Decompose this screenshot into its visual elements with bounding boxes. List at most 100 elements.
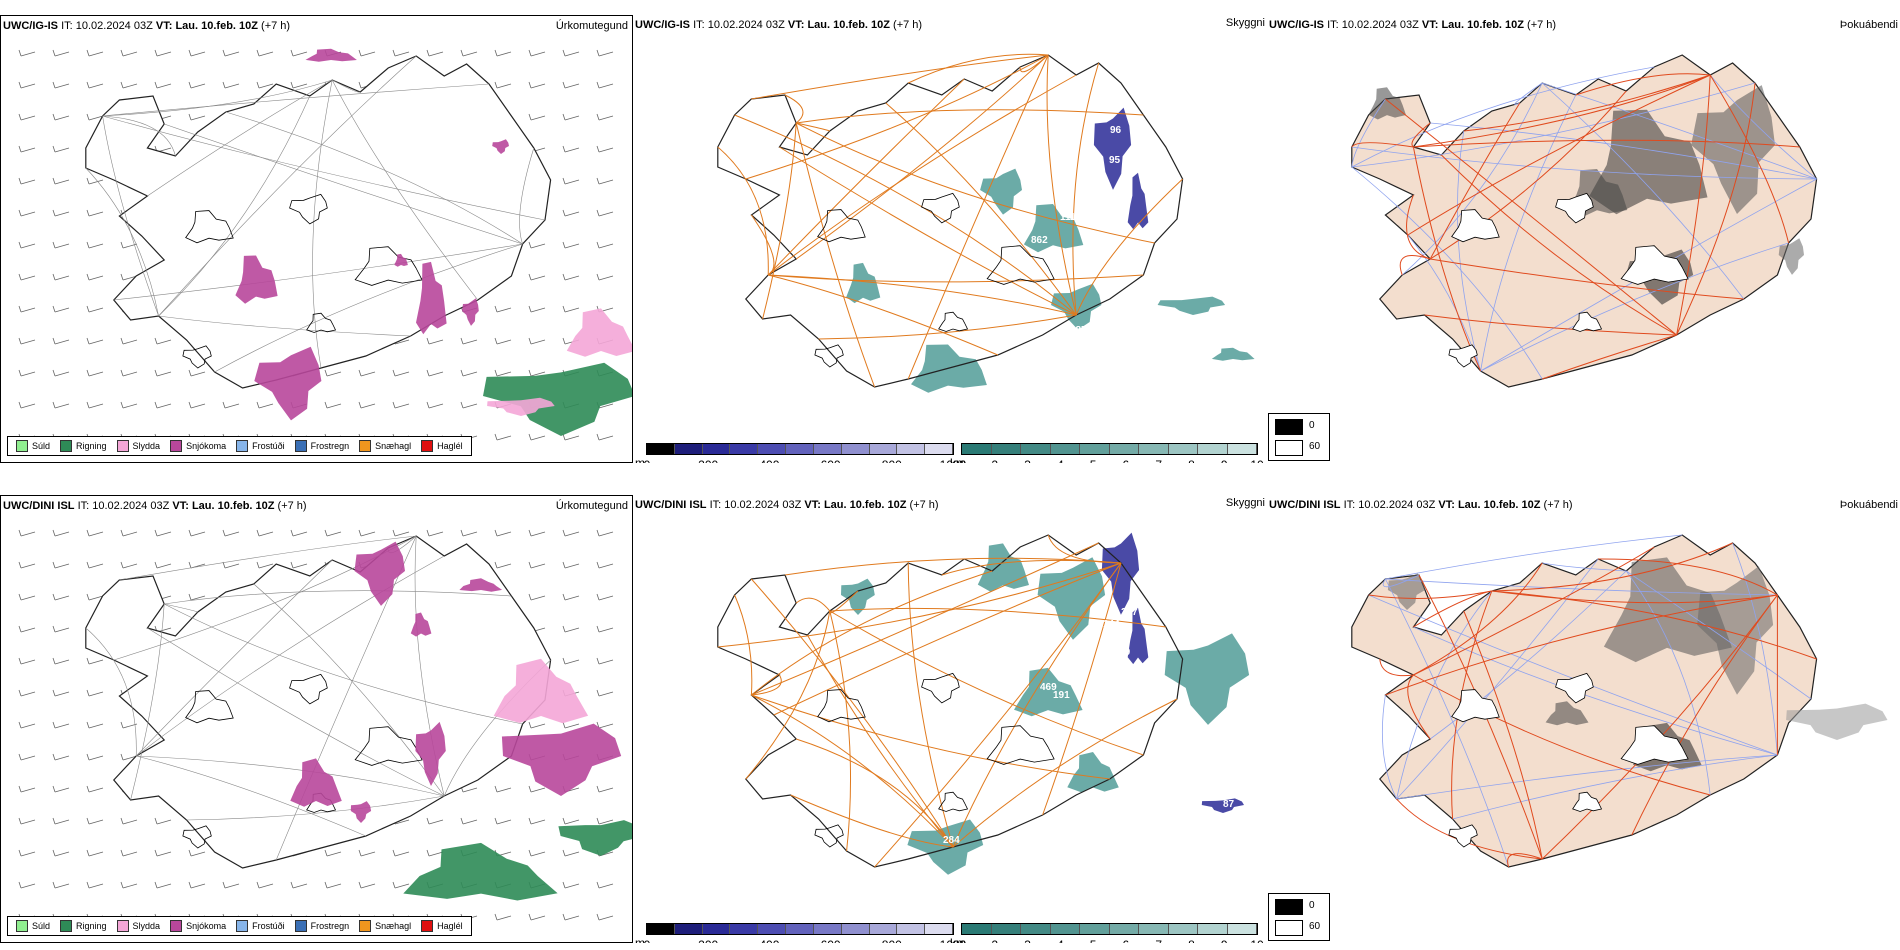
scale-tick-label: 6 xyxy=(1123,938,1130,943)
wind-barb xyxy=(18,113,36,121)
legend-label: Snjókoma xyxy=(186,441,227,451)
scale-cell xyxy=(702,444,731,454)
precip-legend-1: Súld Rigning Slydda Snjókoma Frostúði Frostre… xyxy=(7,916,472,936)
scale-cell xyxy=(841,924,870,934)
road-line xyxy=(225,111,523,245)
visibility-panel-0: 96 95 111 209 862 387 366 10 79 UWC/IG-IS IT: 10… xyxy=(633,15,1267,463)
road-line xyxy=(1429,570,1627,740)
scale-cell xyxy=(1109,924,1139,934)
scale-cell xyxy=(758,924,787,934)
scale-tick-label: 800 xyxy=(882,458,902,463)
wind-barb xyxy=(528,81,546,89)
legend-item: Frostregn xyxy=(294,440,349,452)
wind-barb xyxy=(18,369,36,377)
road-line xyxy=(745,54,1049,180)
road-line xyxy=(734,114,1077,316)
wind-barb xyxy=(562,49,580,57)
legend-swatch xyxy=(16,440,28,452)
wind-barb xyxy=(596,241,614,249)
fog-indicator-area xyxy=(1691,85,1775,214)
road-line xyxy=(1709,74,1790,244)
road-line xyxy=(158,95,311,317)
glacier-outline xyxy=(1572,791,1603,812)
wind-barb xyxy=(188,529,206,537)
wind-barb xyxy=(596,209,614,217)
scale-cell xyxy=(1227,444,1257,454)
glacier-outline xyxy=(289,673,328,705)
panel-header-fog-1: UWC/DINI ISL IT: 10.02.2024 03Z VT: Lau.… xyxy=(1269,499,1573,511)
wind-barb xyxy=(392,529,410,537)
road-line xyxy=(1625,570,1812,700)
wind-barb xyxy=(528,817,546,825)
wind-barb xyxy=(528,49,546,57)
glacier-outline xyxy=(1620,245,1689,285)
scale-tick-label: 8 xyxy=(1188,938,1195,943)
precip-area xyxy=(305,48,357,62)
road-line xyxy=(796,738,954,848)
glacier-outline xyxy=(182,825,212,849)
wind-barb xyxy=(562,625,580,633)
wind-barb xyxy=(528,273,546,281)
road-line xyxy=(1072,62,1100,316)
scale-cell xyxy=(991,444,1021,454)
legend-swatch xyxy=(421,440,434,452)
precip-map-0 xyxy=(18,48,632,441)
scale-cell xyxy=(925,924,953,934)
scale-tick-label: 3 xyxy=(1024,938,1031,943)
road-line xyxy=(1368,590,1492,599)
wind-barb xyxy=(596,273,614,281)
glacier-outline xyxy=(986,245,1055,285)
visibility-area xyxy=(1211,347,1255,361)
road-line xyxy=(164,590,512,605)
wind-barb xyxy=(358,849,376,857)
glacier-outline xyxy=(1448,344,1478,368)
wind-barb xyxy=(120,721,138,729)
precip-panel-1: UWC/DINI ISL IT: 10.02.2024 03Z VT: Lau.… xyxy=(0,495,633,943)
glacier-outline xyxy=(1451,209,1500,243)
road-line xyxy=(768,274,998,356)
wind-barb xyxy=(460,369,478,377)
wind-barb xyxy=(154,337,172,345)
wind-barb xyxy=(596,721,614,729)
wind-barb xyxy=(460,401,478,409)
road-line xyxy=(795,122,876,388)
precip-area xyxy=(403,842,558,901)
wind-barb xyxy=(188,369,206,377)
wind-barb xyxy=(392,401,410,409)
glacier-outline xyxy=(921,672,960,704)
precip-area xyxy=(483,362,632,436)
scale-unit: km xyxy=(950,936,966,943)
road-line xyxy=(745,610,831,780)
wind-barb xyxy=(460,337,478,345)
wind-barb xyxy=(358,401,376,409)
fog-legend-swatch-60 xyxy=(1275,440,1303,456)
wind-barb xyxy=(596,625,614,633)
legend-label: Rigning xyxy=(76,441,107,451)
road-line xyxy=(147,627,445,797)
wind-barb xyxy=(154,369,172,377)
wind-barb xyxy=(528,433,546,441)
panel-header-0: UWC/IG-IS IT: 10.02.2024 03Z VT: Lau. 10… xyxy=(3,20,291,32)
scale-cell xyxy=(1139,924,1169,934)
wind-barb xyxy=(52,273,70,281)
fog-indicator-area xyxy=(1603,557,1732,663)
visibility-value-label: 18 xyxy=(1153,655,1165,666)
wind-barb xyxy=(18,849,36,857)
precip-panel-0: UWC/IG-IS IT: 10.02.2024 03Z VT: Lau. 10… xyxy=(0,15,633,463)
wind-barb xyxy=(52,113,70,121)
glacier-outline xyxy=(1555,672,1594,704)
wind-barb xyxy=(18,625,36,633)
precip-area xyxy=(235,255,278,304)
low-visibility-area xyxy=(1201,798,1244,813)
road-line xyxy=(136,755,366,837)
visibility-panel-title: Skyggni xyxy=(1225,17,1265,29)
road-line xyxy=(519,147,535,245)
wind-barb xyxy=(86,785,104,793)
scale-tick-label: 4 xyxy=(1057,938,1064,943)
scale-tick-label: 600 xyxy=(821,938,841,943)
wind-barb xyxy=(528,593,546,601)
road-line xyxy=(717,146,769,276)
scale-cell xyxy=(786,924,814,934)
wind-barb xyxy=(290,529,308,537)
road-line xyxy=(1407,674,1431,740)
